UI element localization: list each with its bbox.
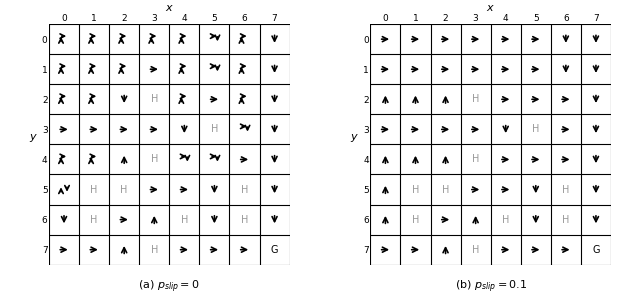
Text: H: H bbox=[562, 215, 570, 225]
Text: H: H bbox=[241, 184, 248, 194]
Text: H: H bbox=[150, 245, 158, 255]
Text: H: H bbox=[120, 184, 128, 194]
Text: H: H bbox=[532, 124, 540, 134]
Text: H: H bbox=[180, 215, 188, 225]
Text: H: H bbox=[562, 184, 570, 194]
Text: H: H bbox=[150, 155, 158, 165]
Text: H: H bbox=[90, 215, 98, 225]
Y-axis label: $y$: $y$ bbox=[29, 132, 38, 144]
Text: H: H bbox=[90, 184, 98, 194]
X-axis label: $x$: $x$ bbox=[165, 3, 174, 13]
Text: H: H bbox=[412, 184, 419, 194]
Text: H: H bbox=[241, 215, 248, 225]
Text: G: G bbox=[271, 245, 278, 255]
Text: H: H bbox=[150, 94, 158, 104]
Text: H: H bbox=[472, 94, 479, 104]
Title: (b) $p_{slip} = 0.1$: (b) $p_{slip} = 0.1$ bbox=[454, 278, 527, 295]
Text: H: H bbox=[472, 155, 479, 165]
Text: H: H bbox=[472, 245, 479, 255]
Y-axis label: $y$: $y$ bbox=[351, 132, 360, 144]
Text: H: H bbox=[412, 215, 419, 225]
Text: H: H bbox=[442, 184, 449, 194]
Text: H: H bbox=[211, 124, 218, 134]
Title: (a) $p_{slip} = 0$: (a) $p_{slip} = 0$ bbox=[138, 278, 200, 295]
Text: H: H bbox=[502, 215, 509, 225]
X-axis label: $x$: $x$ bbox=[486, 3, 495, 13]
Text: G: G bbox=[592, 245, 600, 255]
